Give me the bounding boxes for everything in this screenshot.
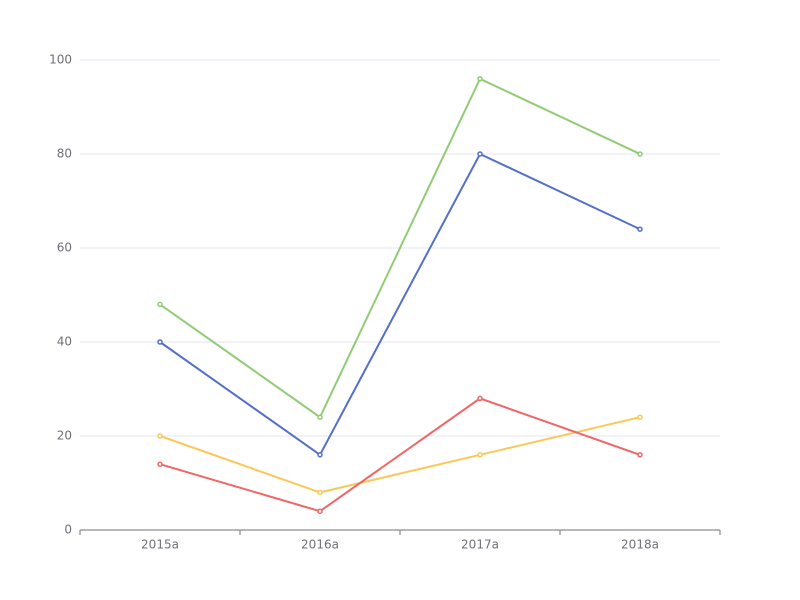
point <box>477 395 483 402</box>
series-line <box>159 416 641 494</box>
point <box>637 151 643 157</box>
x-tick-label: 2015a <box>141 538 179 552</box>
series-line <box>159 397 641 513</box>
point <box>317 414 323 420</box>
x-tick-label: 2017a <box>461 538 499 552</box>
point <box>477 76 483 82</box>
y-tick-label: 0 <box>64 523 72 537</box>
point <box>477 452 483 458</box>
series-line <box>159 152 641 457</box>
point <box>637 414 643 420</box>
y-tick-label: 40 <box>57 335 72 349</box>
point <box>157 339 163 345</box>
y-tick-label: 60 <box>57 241 72 255</box>
point <box>317 452 323 458</box>
point <box>157 461 163 467</box>
point <box>637 452 643 458</box>
y-tick-label: 100 <box>49 53 72 67</box>
point <box>317 508 323 514</box>
series-line <box>159 77 641 419</box>
point <box>157 433 163 439</box>
point <box>637 226 643 232</box>
y-tick-label: 20 <box>57 429 72 443</box>
point <box>157 301 163 308</box>
x-tick-label: 2018a <box>621 538 659 552</box>
point <box>317 489 323 496</box>
y-tick-label: 80 <box>57 147 72 161</box>
point <box>477 151 483 157</box>
x-tick-label: 2016a <box>301 538 339 552</box>
